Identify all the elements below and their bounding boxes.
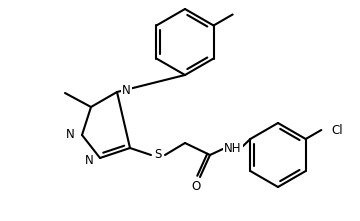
Text: S: S — [154, 149, 162, 162]
Text: Cl: Cl — [331, 124, 343, 137]
Text: N: N — [85, 154, 94, 168]
Text: N: N — [66, 128, 75, 141]
Text: NH: NH — [224, 141, 242, 154]
Text: O: O — [192, 181, 201, 194]
Text: N: N — [122, 84, 131, 97]
